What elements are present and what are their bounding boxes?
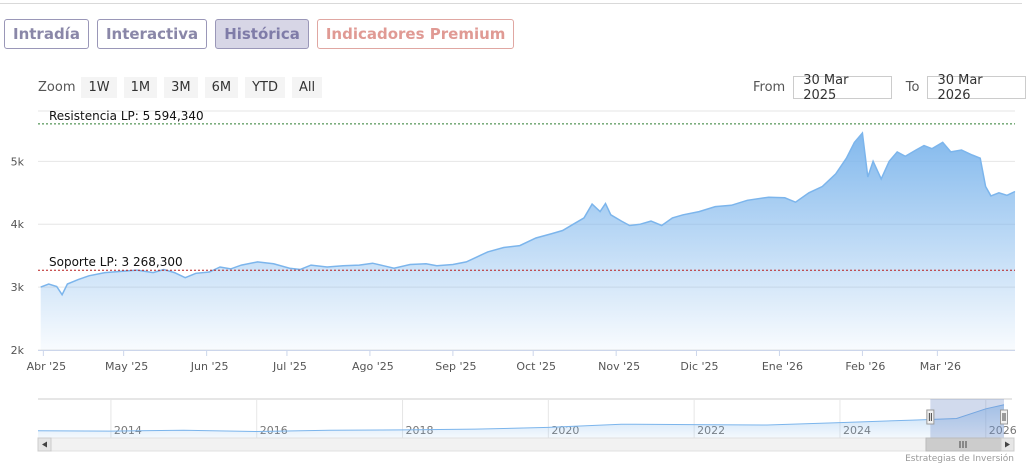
x-tick-label: Oct '25 bbox=[516, 360, 556, 373]
view-tabs: Intradía Interactiva Histórica Indicador… bbox=[4, 19, 515, 49]
y-axis: 2k 3k 4k 5k bbox=[11, 155, 25, 357]
navigator[interactable]: 2014201620182020202220242026 bbox=[37, 398, 1017, 452]
scrollbar-track bbox=[37, 437, 1015, 452]
y-tick-label: 5k bbox=[11, 155, 25, 168]
tab-interactiva[interactable]: Interactiva bbox=[96, 19, 208, 49]
navigator-scrollbar[interactable] bbox=[37, 437, 1015, 452]
from-date-input[interactable]: 30 Mar 2025 bbox=[793, 73, 892, 103]
x-tick-label: Mar '26 bbox=[920, 360, 961, 373]
x-tick-label: May '25 bbox=[105, 360, 148, 373]
series-line bbox=[40, 131, 1016, 297]
series-area-fill bbox=[40, 133, 1015, 350]
x-tick-label: Abr '25 bbox=[27, 360, 67, 373]
tab-intradia[interactable]: Intradía bbox=[4, 19, 89, 49]
scroll-left-arrow-icon bbox=[42, 441, 47, 448]
navigator-line bbox=[37, 404, 1005, 433]
navigator-left-handle[interactable] bbox=[926, 409, 935, 425]
x-axis: Abr '25 May '25 Jun '25 Jul '25 Ago '25 Sep '… bbox=[27, 350, 1015, 373]
y-tick-label: 3k bbox=[11, 281, 25, 294]
x-tick-label: Ago '25 bbox=[352, 360, 394, 373]
y-tick-label: 2k bbox=[11, 344, 25, 357]
from-label: From bbox=[753, 80, 786, 95]
zoom-3m-button[interactable]: 3M bbox=[164, 77, 198, 98]
support-label: Soporte LP: 3 268,300 bbox=[49, 255, 183, 269]
x-tick-label: Sep '25 bbox=[435, 360, 476, 373]
to-date-input[interactable]: 30 Mar 2026 bbox=[927, 73, 1026, 103]
to-label: To bbox=[905, 80, 920, 95]
scroll-right-arrow-icon bbox=[1005, 441, 1010, 448]
series-area bbox=[40, 131, 1016, 350]
zoom-ytd-button[interactable]: YTD bbox=[245, 77, 286, 98]
handle-body bbox=[1000, 409, 1008, 425]
x-tick-label: Ene '26 bbox=[762, 360, 803, 373]
x-tick-label: Feb '26 bbox=[845, 360, 885, 373]
zoom-6m-button[interactable]: 6M bbox=[204, 77, 239, 98]
zoom-label: Zoom bbox=[38, 80, 76, 95]
x-tick-label: Dic '25 bbox=[680, 360, 718, 373]
navigator-right-handle[interactable] bbox=[1000, 409, 1008, 425]
resistance-label: Resistencia LP: 5 594,340 bbox=[49, 109, 204, 123]
tab-historica[interactable]: Histórica bbox=[215, 19, 309, 49]
tab-indicadores-premium[interactable]: Indicadores Premium bbox=[316, 19, 515, 49]
zoom-1w-button[interactable]: 1W bbox=[81, 77, 117, 98]
zoom-all-button[interactable]: All bbox=[292, 77, 323, 98]
top-divider bbox=[0, 3, 1022, 4]
x-tick-label: Nov '25 bbox=[598, 360, 640, 373]
x-tick-label: Jul '25 bbox=[272, 360, 307, 373]
navigator-area bbox=[38, 404, 1004, 438]
zoom-1m-button[interactable]: 1M bbox=[123, 77, 158, 98]
x-tick-label: Jun '25 bbox=[190, 360, 229, 373]
zoom-selector: Zoom 1W 1M 3M 6M YTD All bbox=[38, 77, 329, 98]
handle-body bbox=[926, 409, 935, 425]
navigator-selection bbox=[930, 399, 1004, 438]
chart-credit: Estrategias de Inversión bbox=[905, 454, 1014, 464]
plot-lines: Resistencia LP: 5 594,340 Soporte LP: 3 2… bbox=[38, 109, 1015, 271]
date-range: From 30 Mar 2025 To 30 Mar 2026 bbox=[753, 73, 1026, 103]
y-tick-label: 4k bbox=[11, 218, 25, 231]
